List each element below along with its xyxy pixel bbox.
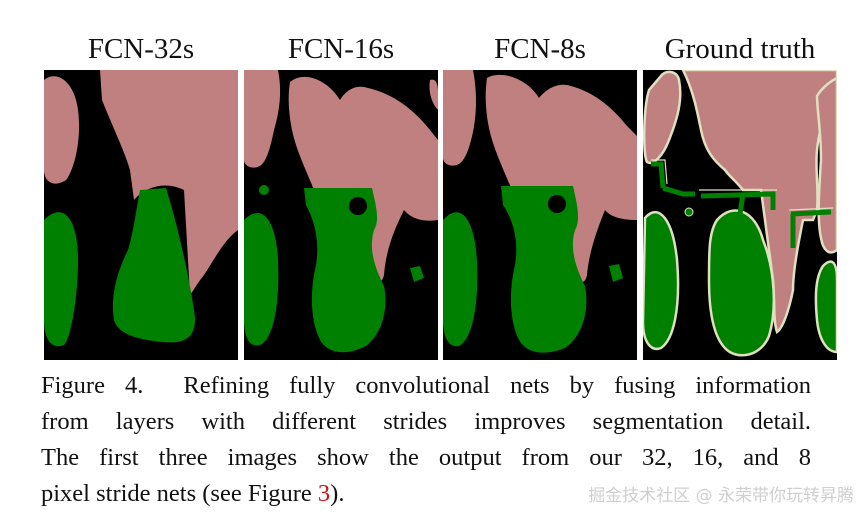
figure-caption: Figure 4. Refining fully convolutional n… [41,368,811,512]
figure-reference-link[interactable]: 3 [317,480,331,507]
caption-line-3: The first three images show the output f… [41,444,811,471]
segmentation-map-ground-truth [643,70,837,360]
caption-line-1-text: Refining fully convolutional nets by fus… [183,372,812,399]
segmentation-panel-fcn16s [244,70,438,360]
caption-line-4: pixel stride nets (see Figure 3). [41,476,811,512]
caption-line-4-text: pixel stride nets (see Figure [41,480,318,507]
segmentation-map-fcn8s [443,70,637,360]
watermark-text: 掘金技术社区 @ 永荣带你玩转昇腾 [588,486,854,506]
caption-line-4-end: ). [330,480,345,507]
figure-number: Figure 4. [41,372,144,399]
panel-label-ground-truth: Ground truth [664,33,816,65]
segmentation-map-fcn16s [244,70,438,360]
caption-line-1: Figure 4. Refining fully convolutional n… [41,368,811,404]
segmentation-panel-fcn32s [44,70,238,360]
caption-line-2: from layers with different strides impro… [41,408,811,435]
segmentation-panel-ground-truth [643,70,837,360]
segmentation-map-fcn32s [44,70,238,360]
panel-label-fcn16s: FCN-16s [287,33,395,65]
segmentation-panel-fcn8s [443,70,637,360]
panel-label-fcn32s: FCN-32s [87,33,195,65]
panel-label-fcn8s: FCN-8s [494,33,586,65]
